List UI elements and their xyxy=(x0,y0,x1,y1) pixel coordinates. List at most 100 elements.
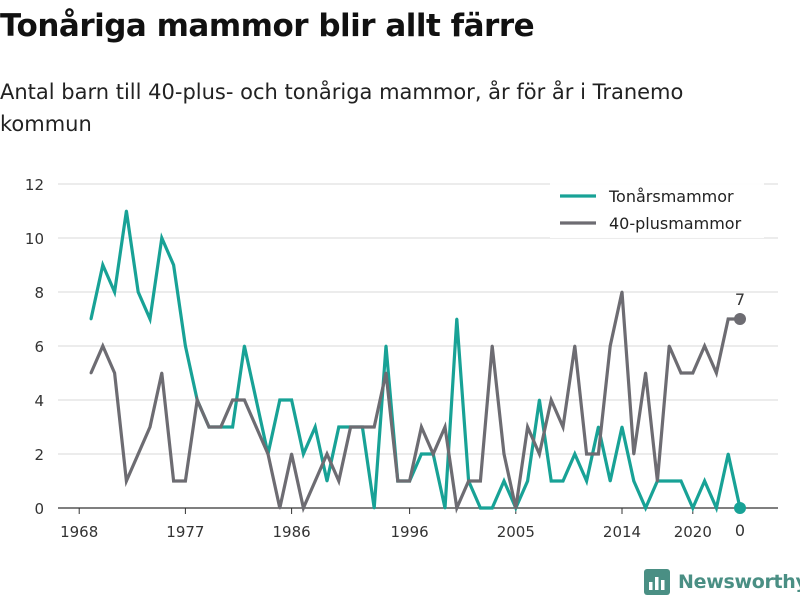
chart-title: Tonåriga mammor blir allt färre xyxy=(0,8,535,44)
x-tick-label: 2005 xyxy=(497,523,535,541)
data-point xyxy=(679,479,683,483)
data-point xyxy=(490,506,494,510)
data-point xyxy=(361,425,364,429)
data-point xyxy=(691,371,695,375)
data-point xyxy=(597,452,600,456)
data-point xyxy=(691,506,695,510)
data-point xyxy=(219,425,223,429)
data-point xyxy=(243,398,246,402)
x-tick-label: 2020 xyxy=(674,523,712,541)
data-point xyxy=(160,371,164,375)
data-point xyxy=(549,479,553,483)
data-point xyxy=(231,398,235,402)
data-point xyxy=(490,344,494,348)
data-point xyxy=(384,344,388,348)
data-point xyxy=(337,479,341,483)
data-point xyxy=(443,506,447,510)
series-line-40-plusmammor xyxy=(89,291,740,514)
data-point xyxy=(632,479,636,483)
data-point xyxy=(125,209,128,213)
x-tick-label: 1977 xyxy=(166,523,204,541)
data-point xyxy=(715,506,718,510)
data-point xyxy=(561,425,565,429)
y-tick-label: 0 xyxy=(34,500,44,518)
data-point xyxy=(207,425,211,429)
data-point xyxy=(573,452,577,456)
data-point xyxy=(715,371,718,375)
data-point xyxy=(632,452,636,456)
end-markers: 07 xyxy=(734,290,746,540)
y-tick-label: 12 xyxy=(25,176,44,194)
data-point xyxy=(254,398,258,402)
newsworthy-logo-icon xyxy=(644,569,670,595)
data-point xyxy=(620,290,624,294)
data-point xyxy=(384,371,388,375)
data-point xyxy=(726,452,730,456)
y-axis-tick-labels: 0 2 4 6 8 10 12 xyxy=(25,176,44,518)
data-point xyxy=(585,479,588,483)
data-point xyxy=(160,236,164,240)
brand-name: Newsworthy xyxy=(678,571,800,593)
data-point xyxy=(443,425,447,429)
data-point xyxy=(148,317,152,321)
data-point xyxy=(372,506,376,510)
data-point xyxy=(608,479,612,483)
data-point xyxy=(549,398,553,402)
end-point-marker xyxy=(734,502,746,514)
data-point xyxy=(667,479,671,483)
data-point xyxy=(136,290,140,294)
data-point xyxy=(89,317,93,321)
end-point-marker xyxy=(734,313,746,325)
data-point xyxy=(302,452,305,456)
data-point xyxy=(597,425,600,429)
data-point xyxy=(172,479,176,483)
data-point xyxy=(620,425,624,429)
data-point xyxy=(113,371,116,375)
data-point xyxy=(184,479,187,483)
legend-background xyxy=(550,178,764,238)
end-value-label: 7 xyxy=(735,290,745,309)
data-point xyxy=(420,425,423,429)
data-point xyxy=(266,452,270,456)
data-point xyxy=(644,371,647,375)
data-point xyxy=(644,506,647,510)
data-point xyxy=(679,371,683,375)
data-point xyxy=(313,479,317,483)
end-value-label: 0 xyxy=(735,521,745,540)
legend: Tonårsmammor 40-plusmammor xyxy=(550,178,764,238)
data-point xyxy=(726,317,730,321)
data-point xyxy=(231,425,235,429)
data-point xyxy=(372,425,376,429)
series-lines xyxy=(89,209,742,514)
data-point xyxy=(538,452,541,456)
data-point xyxy=(420,452,423,456)
data-point xyxy=(656,479,659,483)
data-point xyxy=(479,479,482,483)
data-point xyxy=(337,425,341,429)
data-point xyxy=(125,479,128,483)
data-point xyxy=(585,452,588,456)
data-point xyxy=(101,263,105,267)
data-point xyxy=(538,398,541,402)
data-point xyxy=(526,425,529,429)
data-point xyxy=(136,452,140,456)
data-point xyxy=(514,506,518,510)
data-point xyxy=(502,479,506,483)
data-point xyxy=(526,479,529,483)
data-point xyxy=(325,479,329,483)
data-point xyxy=(89,371,93,375)
data-point xyxy=(467,479,470,483)
data-point xyxy=(278,398,282,402)
data-point xyxy=(278,506,282,510)
data-point xyxy=(243,344,246,348)
data-point xyxy=(667,344,671,348)
data-point xyxy=(502,452,506,456)
x-tick-label: 1996 xyxy=(391,523,429,541)
data-point xyxy=(408,479,411,483)
y-tick-label: 2 xyxy=(34,446,44,464)
data-point xyxy=(195,398,199,402)
data-point xyxy=(349,425,352,429)
brand-logo: Newsworthy xyxy=(644,568,800,596)
legend-label: Tonårsmammor xyxy=(608,187,734,206)
data-point xyxy=(608,344,612,348)
